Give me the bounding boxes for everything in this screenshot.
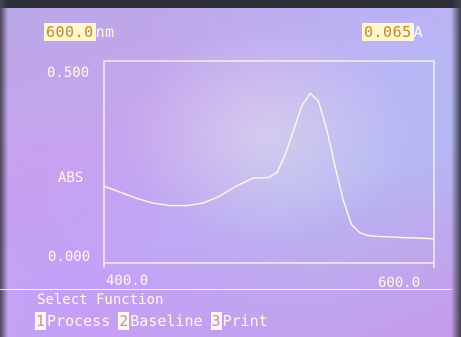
absorbance-value: 0.065 — [362, 23, 414, 41]
bezel-left — [0, 0, 8, 337]
plot-frame — [103, 60, 435, 264]
absorbance-unit: A — [413, 23, 424, 41]
wavelength-value: 600.0 — [44, 23, 96, 41]
menu-separator — [0, 289, 452, 290]
function-menu: 1 Process 2 Baseline 3 Print — [35, 312, 276, 330]
spectrum-line — [103, 92, 435, 240]
menu-item-baseline[interactable]: 2 Baseline — [118, 312, 203, 330]
menu-item-process[interactable]: 1 Process — [35, 312, 110, 330]
bezel-right — [451, 0, 461, 337]
bezel-top — [0, 0, 461, 8]
x-tick-left: 400.0 — [106, 273, 149, 289]
menu-key-2: 2 — [118, 312, 130, 330]
menu-item-print[interactable]: 3 Print — [210, 312, 268, 330]
wavelength-unit: nm — [95, 23, 115, 41]
menu-title: Select Function — [37, 292, 164, 308]
menu-label-print: Print — [222, 312, 268, 330]
menu-key-1: 1 — [35, 312, 47, 330]
menu-label-baseline: Baseline — [130, 312, 203, 330]
x-tick-right: 600.0 — [378, 275, 421, 291]
y-tick-top: 0.500 — [47, 65, 90, 81]
menu-key-3: 3 — [210, 312, 222, 330]
y-tick-bottom: 0.000 — [48, 249, 91, 265]
menu-label-process: Process — [47, 312, 111, 330]
y-axis-label: ABS — [58, 170, 84, 186]
wavelength-readout: 600.0 nm — [44, 23, 115, 41]
absorbance-readout: 0.065 A — [362, 23, 423, 41]
